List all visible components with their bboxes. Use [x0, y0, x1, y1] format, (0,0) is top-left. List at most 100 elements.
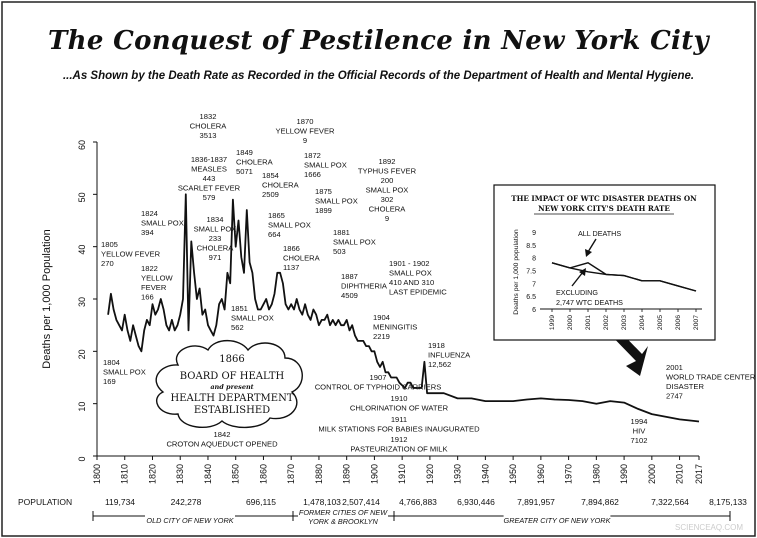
inset-y-tick-label: 6.5	[526, 294, 536, 301]
annotation-1834-line: SMALL POX	[194, 225, 237, 234]
annotation-1994-line: HIV	[633, 427, 647, 436]
inset-arrowhead-icon	[585, 249, 592, 257]
y-tick-label: 0	[77, 456, 87, 461]
annotation-1822-line: YELLOW	[141, 274, 173, 283]
x-tick-label: 1990	[619, 464, 629, 484]
x-tick-label: 1850	[231, 464, 241, 484]
annotation-1881-line: 503	[333, 247, 346, 256]
annotation-1881-line: SMALL POX	[333, 238, 376, 247]
x-tick-label: 1980	[591, 464, 601, 484]
x-tick-label: 1960	[536, 464, 546, 484]
annotation-1865-line: SMALL POX	[268, 221, 311, 230]
page-title: The Conquest of Pestilence in New York C…	[48, 26, 709, 56]
watermark: SCIENCEAQ.COM	[674, 523, 743, 532]
annotation-1911-line: 1911	[391, 415, 407, 424]
cloud-shape	[155, 339, 303, 429]
inset-y-tick-label: 8	[532, 256, 536, 263]
x-tick-label: 1880	[314, 464, 324, 484]
annotation-1832-line: 3513	[200, 131, 217, 140]
inset-x-tick-label: 2003	[621, 315, 628, 330]
annotation-1892-line: 302	[381, 195, 394, 204]
annotation-1804-line: 1804	[103, 358, 120, 367]
annotation-1892-line: TYPHUS FEVER	[358, 167, 417, 176]
inset-y-tick-label: 8.5	[526, 243, 536, 250]
x-tick-label: 1940	[480, 464, 490, 484]
annotation-1875-line: 1899	[315, 206, 332, 215]
y-tick-label: 50	[77, 192, 87, 202]
cloud-text-line: ESTABLISHED	[194, 405, 270, 416]
annotation-1824-line: 1824	[141, 209, 158, 218]
annotation-1870-line: 9	[303, 136, 307, 145]
annotation-1911-line: MILK STATIONS FOR BABIES INAUGURATED	[318, 425, 480, 434]
page-subtitle: ...As Shown by the Death Rate as Recorde…	[62, 70, 695, 82]
annotation-1870-line: YELLOW FEVER	[275, 127, 335, 136]
annotation-2001-line: 2747	[666, 392, 683, 401]
inset-y-tick-label: 7.5	[526, 269, 536, 276]
annotation-1872-line: 1872	[304, 151, 321, 160]
annotation-1836-1837-line: MEASLES	[191, 165, 227, 174]
annotation-1994-line: 1994	[631, 417, 648, 426]
annotation-1851-line: SMALL POX	[231, 314, 274, 323]
cloud-text-line: HEALTH DEPARTMENT	[171, 393, 294, 404]
inset-y-tick-label: 6	[532, 307, 536, 314]
x-tick-label: 2017	[694, 464, 704, 484]
annotation-1805-line: 270	[101, 259, 114, 268]
era-label: FORMER CITIES OF NEW	[299, 508, 388, 517]
annotation-1854-line: 1854	[262, 171, 279, 180]
annotation-1854-line: CHOLERA	[262, 181, 300, 190]
annotation-1836-1837-line: 579	[203, 193, 216, 202]
cloud-text-line: 1866	[219, 354, 244, 365]
annotation-1804-line: SMALL POX	[103, 368, 146, 377]
inset-x-tick-label: 2000	[567, 315, 574, 330]
annotation-1865-line: 1865	[268, 211, 285, 220]
annotation-1918-line: 12,562	[428, 360, 451, 369]
annotation-1805-line: YELLOW FEVER	[101, 250, 161, 259]
annotation-1901-1902-line: SMALL POX	[389, 269, 432, 278]
annotation-1875-line: SMALL POX	[315, 197, 358, 206]
x-tick-label: 1970	[564, 464, 574, 484]
annotation-1892-line: SMALL POX	[366, 186, 409, 195]
population-value: 1,478,103	[303, 497, 341, 507]
annotation-1907-line: 1907	[370, 373, 387, 382]
annotation-1892-line: 200	[381, 176, 394, 185]
annotation-1805-line: 1805	[101, 240, 118, 249]
x-tick-label: 1870	[286, 464, 296, 484]
population-value: 119,734	[105, 497, 135, 507]
annotation-1834-line: 971	[209, 253, 222, 262]
x-tick-label: 1820	[147, 464, 157, 484]
annotation-1904-line: 1904	[373, 313, 390, 322]
annotation-1851-line: 1851	[231, 304, 248, 313]
annotation-1901-1902-line: 1901 - 1902	[389, 259, 430, 268]
x-tick-label: 1930	[453, 464, 463, 484]
annotation-1851-line: 562	[231, 323, 244, 332]
x-tick-label: 1900	[369, 464, 379, 484]
annotation-1887-line: 1887	[341, 272, 358, 281]
annotation-1870-line: 1870	[297, 117, 314, 126]
population-value: 8,175,133	[709, 497, 747, 507]
annotation-2001-line: DISASTER	[666, 382, 704, 391]
annotation-1918-line: 1918	[428, 341, 445, 350]
annotation-1849-line: CHOLERA	[236, 158, 274, 167]
x-tick-label: 1840	[203, 464, 213, 484]
annotation-1836-1837-line: 1836-1837	[191, 155, 227, 164]
annotation-1842-line: 1842	[214, 430, 231, 439]
annotation-1875-line: 1875	[315, 187, 332, 196]
annotation-1854-line: 2509	[262, 190, 279, 199]
annotation-1887-line: DIPHTHERIA	[341, 282, 388, 291]
annotation-1994-line: 7102	[631, 436, 648, 445]
inset-chart: THE IMPACT OF WTC DISASTER DEATHS ONNEW …	[493, 184, 716, 341]
population-value: 7,322,564	[651, 497, 689, 507]
death-rate-line	[107, 193, 700, 423]
inset-y-axis-label: Deaths per 1,000 population	[513, 229, 520, 315]
x-tick-label: 2010	[675, 464, 685, 484]
inset-arrowhead-icon	[579, 268, 586, 276]
population-value: 7,891,957	[517, 497, 555, 507]
annotation-1824-line: SMALL POX	[141, 219, 184, 228]
cloud-text-line: and present	[210, 383, 253, 391]
y-tick-label: 40	[77, 245, 87, 255]
annotation-1824-line: 394	[141, 228, 154, 237]
inset-arrow-icon	[587, 238, 597, 253]
annotation-2001-line: WORLD TRADE CENTER	[666, 373, 756, 382]
era-label-bg	[308, 516, 378, 526]
